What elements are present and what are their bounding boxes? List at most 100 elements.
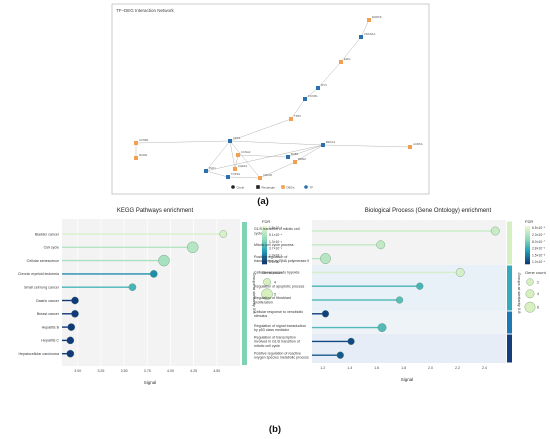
- go-point[interactable]: [455, 268, 465, 277]
- network-node-brca1[interactable]: BRCA1: [321, 140, 336, 147]
- go-title: Biological Process (Gene Ontology) enric…: [365, 208, 492, 214]
- kegg-point[interactable]: [67, 323, 76, 331]
- network-node-tp53[interactable]: TP53: [289, 114, 301, 121]
- kegg-legend-size-label: 4: [274, 280, 276, 284]
- kegg-legend-size-marker: [263, 278, 271, 286]
- network-edge: [205, 170, 229, 178]
- network-edge: [227, 176, 261, 179]
- go-category-label: G1/S transition of mitotic cell cycle: [254, 227, 300, 235]
- network-frame: [111, 3, 430, 195]
- network-edge: [135, 140, 231, 144]
- kegg-category-label: Cell cycle: [44, 246, 59, 250]
- kegg-x-tick: 4.00: [167, 369, 174, 373]
- network-edge: [237, 154, 289, 158]
- network-node-ccna2[interactable]: CCNA2: [236, 150, 251, 157]
- kegg-marks: [62, 230, 228, 358]
- go-group-band: [312, 221, 506, 265]
- go-point[interactable]: [320, 253, 331, 264]
- kegg-category-label: Chronic myeloid leukemia: [18, 272, 59, 276]
- network-node-cdkn1a[interactable]: CDKN1A: [359, 32, 375, 39]
- network-node-cdk1[interactable]: CDK1: [228, 136, 241, 143]
- kegg-legend-fdr-label: 3.7×10⁻³: [269, 247, 283, 251]
- go-legend-fdr-label: 1.0×10⁻⁴: [532, 260, 546, 264]
- kegg-plot-bg: [62, 219, 240, 366]
- go-legend-fdr-label: 8.0×10⁻⁷: [532, 240, 546, 244]
- go-point[interactable]: [490, 226, 500, 236]
- network-node-label: TP53: [294, 114, 301, 118]
- network-node-label: PLK1: [209, 166, 216, 170]
- go-category-label: Positive regulation of reactive oxygen sp…: [254, 351, 309, 359]
- go-legend-fdr-label: 2.3×10⁻⁷: [532, 233, 546, 237]
- network-edge: [294, 144, 324, 163]
- network-edge: [360, 19, 370, 38]
- kegg-point[interactable]: [66, 336, 75, 345]
- kegg-legend-fdr-title: FDR: [262, 219, 270, 224]
- kegg-point[interactable]: [71, 296, 79, 305]
- go-point[interactable]: [376, 240, 386, 250]
- kegg-legend-size-label: 5: [274, 293, 276, 297]
- kegg-category-label: Hepatitis B: [42, 325, 60, 329]
- network-node-chek1[interactable]: CHEK1: [233, 164, 248, 171]
- kegg-point[interactable]: [187, 241, 199, 253]
- go-category-label: Cellular response to hypoxia: [254, 271, 299, 275]
- go-point[interactable]: [347, 337, 355, 345]
- kegg-point[interactable]: [158, 254, 170, 267]
- network-edge: [229, 140, 236, 170]
- kegg-grid: [77, 219, 218, 366]
- network-node-mapk9[interactable]: MAPK9: [367, 15, 382, 22]
- go-x-tick: 1.8: [401, 366, 406, 370]
- caption-a: (a): [257, 196, 269, 207]
- network-node-label: CDKN1A: [364, 32, 375, 36]
- network-title: TF–DEG Interaction Network: [116, 8, 175, 13]
- kegg-x-tick: 3.00: [74, 369, 81, 373]
- network-node-label: CCNB1: [139, 138, 149, 142]
- go-x-tick: 1.6: [374, 366, 379, 370]
- kegg-x-tick: 4.25: [190, 369, 197, 373]
- network-node-e2f1[interactable]: E2F1: [339, 57, 351, 64]
- kegg-chart: KEGG Pathways enrichment Bladder cancer C…: [18, 208, 284, 385]
- kegg-x-tick: 3.75: [144, 369, 151, 373]
- go-point[interactable]: [416, 282, 424, 290]
- go-legend-fdr-label: 6.5×10⁻⁸: [532, 226, 546, 230]
- network-node-label: BUB1: [291, 152, 299, 156]
- network-node-cdc20[interactable]: CDC20: [258, 173, 273, 180]
- go-point[interactable]: [321, 310, 330, 318]
- panel-a: TF–DEG Interaction Network MAPK9 CDKN1A E2…: [111, 3, 430, 207]
- kegg-point[interactable]: [150, 270, 158, 278]
- kegg-point[interactable]: [71, 310, 79, 318]
- kegg-x-ticks: 3.00 3.25 3.50 3.75 4.00 4.25 4.50: [74, 369, 220, 373]
- kegg-legend-fdr-label: 1.9×10⁻⁴: [269, 226, 283, 230]
- network-node-myc[interactable]: MYC: [316, 83, 327, 90]
- network-node-plk1[interactable]: PLK1: [204, 166, 216, 173]
- network-legend: Circle Rectangle DEGs TF: [231, 185, 313, 189]
- go-x-tick: 1.2: [320, 366, 325, 370]
- go-point[interactable]: [396, 296, 404, 304]
- network-node-top2a[interactable]: TOP2A: [226, 172, 240, 179]
- kegg-point[interactable]: [128, 283, 137, 291]
- go-legend-fdr-title: FDR: [525, 219, 533, 224]
- network-edge: [229, 140, 324, 146]
- network-node-rrm2[interactable]: RRM2: [293, 157, 306, 164]
- go-group-label: Groups at similarity 0.8: [517, 273, 522, 315]
- network-node-foxm1[interactable]: FOXM1: [303, 94, 318, 101]
- network-node-label: MAPK9: [372, 15, 382, 19]
- kegg-legend-fdr-label: 5.1×10⁻⁴: [269, 233, 283, 237]
- go-category-label: Cellular response to xenobiotic stimulus: [254, 310, 303, 318]
- network-edge: [340, 36, 362, 63]
- network-node-ccnb1[interactable]: CCNB1: [134, 138, 149, 145]
- go-point[interactable]: [377, 323, 387, 332]
- svg-text:Circle: Circle: [237, 185, 245, 189]
- kegg-point[interactable]: [219, 230, 228, 238]
- network-edge: [317, 61, 342, 89]
- go-point[interactable]: [336, 351, 344, 359]
- network-node-aurka[interactable]: AURKA: [408, 142, 423, 149]
- go-group-bar: [507, 311, 512, 334]
- kegg-point[interactable]: [66, 349, 75, 358]
- go-category-label: Regulation of signal transduction by p53 …: [254, 324, 306, 332]
- network-node-bub1[interactable]: BUB1: [286, 152, 299, 159]
- network-edge: [290, 98, 306, 120]
- network-node-mcm2[interactable]: MCM2: [134, 153, 148, 160]
- kegg-legend-fdr-label: 2.6×10⁻²: [269, 260, 283, 264]
- go-legend-size-marker: [525, 289, 535, 299]
